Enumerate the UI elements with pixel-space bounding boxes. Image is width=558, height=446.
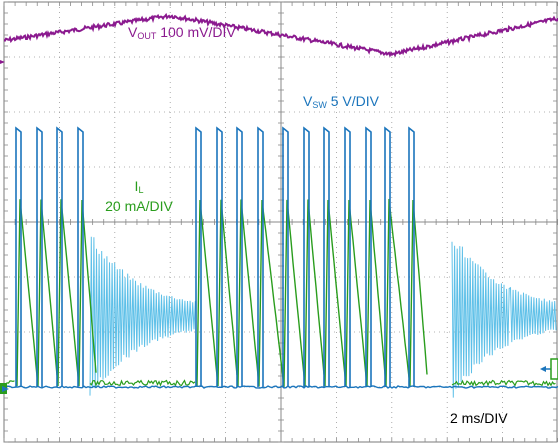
- timebase-label: 2 ms/DIV: [450, 410, 508, 426]
- vout-ground-marker: [0, 60, 5, 64]
- vsw-trace-burst-1: [15, 126, 84, 387]
- vsw-baseline: [3, 385, 558, 389]
- channel-offset-marker: [550, 358, 558, 380]
- vout-scale-label: VOUT 100 mV/DIV: [128, 24, 236, 41]
- vsw-scale-label: VSW 5 V/DIV: [303, 93, 379, 110]
- vsw-ground-marker: [2, 386, 9, 392]
- il-trace-burst-2: [196, 198, 428, 387]
- vout-trace: [3, 12, 558, 58]
- il-scale-label: IL 20 mA/DIV: [105, 178, 173, 214]
- grid: [3, 1, 558, 443]
- trigger-level-arrow: [540, 366, 546, 372]
- il-idle-2: [451, 379, 556, 387]
- channel-markers: [0, 60, 558, 394]
- vsw-ringing-1: [89, 236, 196, 396]
- vsw-trace-burst-2: [195, 126, 415, 387]
- traces: [3, 12, 558, 398]
- vsw-ringing-2: [451, 241, 557, 398]
- il-trace-burst-1: [16, 199, 97, 387]
- il-idle-1: [89, 379, 196, 387]
